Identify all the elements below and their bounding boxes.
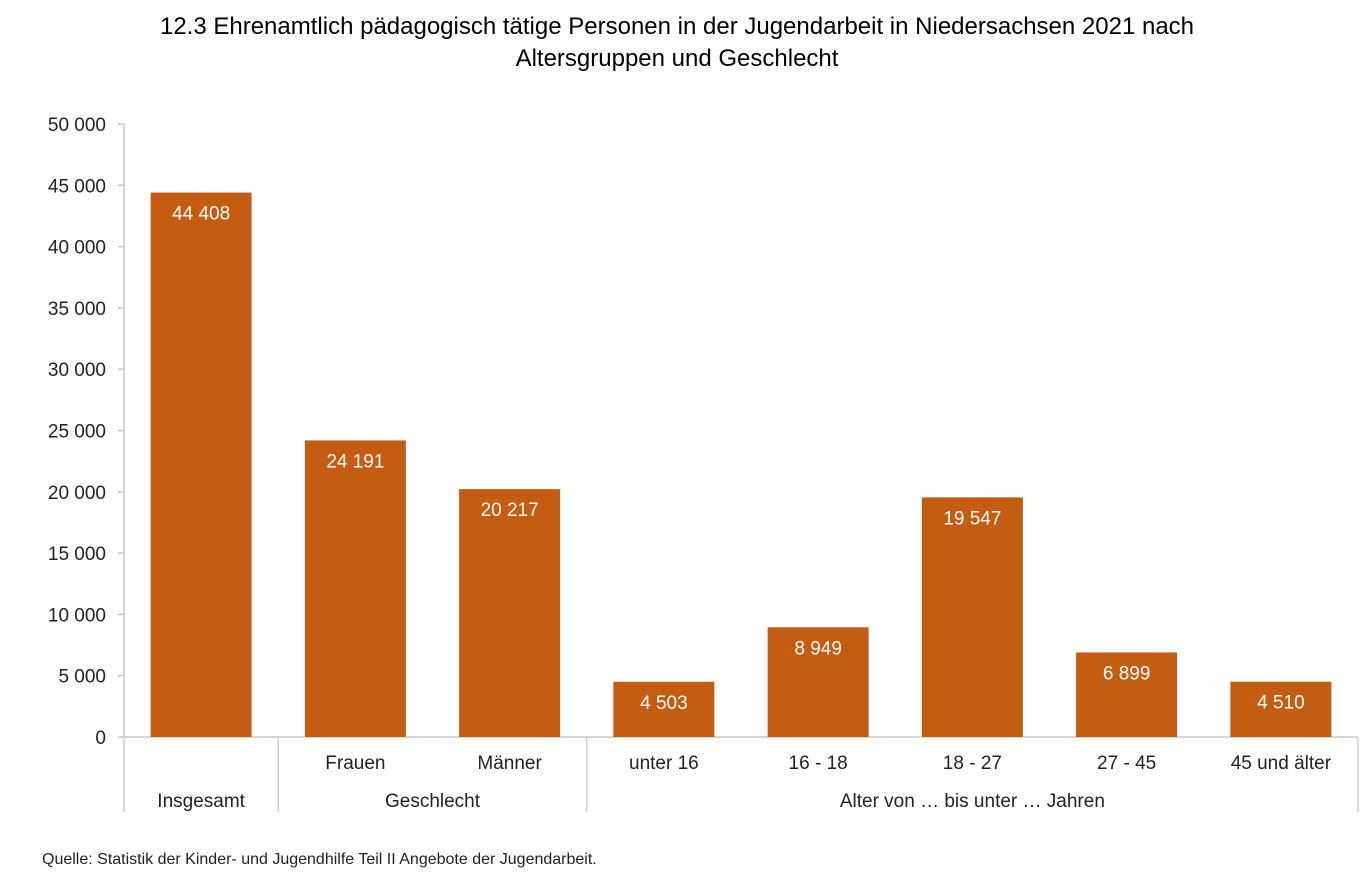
data-label: 24 191 [326, 451, 384, 472]
x-category-label: Frauen [325, 753, 385, 774]
y-tick-label: 25 000 [48, 422, 106, 443]
bar [613, 681, 715, 737]
y-tick-label: 10 000 [48, 605, 106, 626]
y-tick-label: 20 000 [48, 483, 106, 504]
y-tick-label: 30 000 [48, 360, 106, 381]
data-label: 6 899 [1103, 663, 1151, 684]
data-label: 4 503 [640, 693, 688, 714]
bar [767, 627, 869, 737]
x-category-label: 16 - 18 [789, 753, 848, 774]
source-note: Quelle: Statistik der Kinder- und Jugend… [42, 851, 597, 868]
data-label: 4 510 [1257, 693, 1305, 714]
bar [1076, 652, 1178, 737]
y-tick-label: 50 000 [48, 115, 106, 136]
y-tick-label: 0 [95, 728, 106, 749]
data-label: 19 547 [943, 508, 1001, 529]
data-label: 20 217 [481, 500, 539, 521]
bar [304, 440, 406, 737]
x-category-label: Männer [477, 753, 542, 774]
y-tick-label: 45 000 [48, 176, 106, 197]
x-group-label: Geschlecht [385, 791, 481, 812]
y-tick-label: 5 000 [58, 667, 106, 688]
chart-title-line-2: Altersgruppen und Geschlecht [516, 45, 839, 72]
x-category-label: 45 und älter [1231, 753, 1332, 774]
x-group-label: Alter von … bis unter … Jahren [840, 791, 1105, 812]
x-group-label: Insgesamt [157, 791, 245, 812]
bar [1230, 681, 1332, 737]
x-category-label: 27 - 45 [1097, 753, 1156, 774]
x-category-label: 18 - 27 [943, 753, 1002, 774]
bar [459, 489, 561, 737]
bar [921, 497, 1023, 737]
y-tick-label: 40 000 [48, 238, 106, 259]
bar [150, 192, 252, 737]
y-tick-label: 35 000 [48, 299, 106, 320]
data-label: 44 408 [172, 204, 230, 225]
data-label: 8 949 [794, 638, 842, 659]
y-tick-label: 15 000 [48, 544, 106, 565]
chart-title-line-1: 12.3 Ehrenamtlich pädagogisch tätige Per… [160, 13, 1194, 40]
x-category-label: unter 16 [629, 753, 699, 774]
